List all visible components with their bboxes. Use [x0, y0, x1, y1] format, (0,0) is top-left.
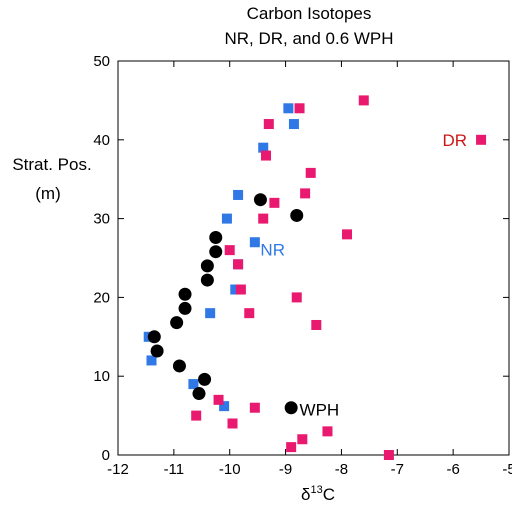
- point-dr: [297, 434, 308, 445]
- point-dr: [244, 308, 255, 319]
- point-dr: [263, 119, 274, 130]
- point-nr: [283, 103, 294, 114]
- x-axis-label: δ13C: [301, 484, 335, 504]
- point-dr: [476, 134, 487, 145]
- x-tick-label: -10: [219, 461, 241, 478]
- x-tick-label: -5: [502, 461, 512, 478]
- point-nr: [233, 189, 244, 200]
- point-dr: [191, 410, 202, 421]
- point-dr: [213, 394, 224, 405]
- point-nr: [258, 142, 269, 153]
- point-dr: [233, 259, 244, 270]
- point-wph: [192, 387, 206, 401]
- axis-ticks: -12 -11 -10 -9 -8 -7 -6 -5 0 10 20 30 40 50: [93, 53, 512, 478]
- x-tick-label: -8: [335, 461, 348, 478]
- point-dr: [322, 426, 333, 437]
- point-nr: [249, 237, 260, 248]
- point-wph: [150, 344, 164, 358]
- point-dr: [311, 319, 322, 330]
- point-nr: [221, 213, 232, 224]
- point-wph: [209, 231, 223, 245]
- y-tick-label: 20: [93, 289, 110, 306]
- point-wph: [284, 401, 298, 415]
- point-nr: [219, 401, 230, 412]
- point-dr: [258, 213, 269, 224]
- x-axis-label-superscript: 13: [310, 484, 322, 496]
- point-wph: [172, 359, 186, 373]
- point-dr: [224, 245, 235, 256]
- y-tick-label: 0: [102, 447, 110, 464]
- x-tick-label: -11: [164, 461, 185, 478]
- y-axis-label-line-2: (m): [35, 184, 60, 203]
- point-wph: [178, 287, 192, 301]
- point-dr: [286, 442, 297, 453]
- point-nr: [288, 119, 299, 130]
- y-tick-label: 10: [93, 368, 110, 385]
- point-dr: [342, 229, 353, 240]
- point-wph: [209, 245, 223, 259]
- point-nr: [230, 284, 241, 295]
- point-wph: [200, 259, 214, 273]
- x-tick-label: -12: [107, 461, 129, 478]
- point-wph: [147, 330, 161, 344]
- point-wph: [178, 301, 192, 315]
- point-nr: [188, 379, 199, 390]
- point-dr: [294, 103, 305, 114]
- annotation-nr: NR: [260, 240, 285, 259]
- x-tick-label: -9: [279, 461, 292, 478]
- point-nr: [146, 355, 157, 366]
- point-wph: [198, 372, 212, 386]
- x-tick-label: -7: [391, 461, 404, 478]
- point-dr: [227, 418, 238, 429]
- data-points: [143, 95, 487, 460]
- point-dr: [249, 402, 260, 413]
- x-axis-label-tail: C: [323, 485, 335, 504]
- chart-title-line-2: NR, DR, and 0.6 WPH: [224, 29, 393, 48]
- point-dr: [269, 197, 280, 208]
- y-axis-label-line-1: Strat. Pos.: [12, 155, 91, 174]
- x-tick-label: -6: [446, 461, 459, 478]
- point-dr: [358, 95, 369, 106]
- point-dr: [300, 188, 311, 199]
- point-dr: [261, 150, 272, 161]
- point-wph: [253, 193, 267, 207]
- point-dr: [235, 284, 246, 295]
- series-annotations: DR NR WPH: [260, 131, 467, 419]
- x-axis-label-base: δ: [301, 485, 310, 504]
- annotation-dr: DR: [443, 131, 468, 150]
- y-tick-label: 50: [93, 53, 110, 70]
- point-wph: [290, 208, 304, 222]
- y-tick-label: 40: [93, 132, 110, 149]
- plot-frame: [117, 60, 510, 456]
- point-wph: [200, 273, 214, 287]
- point-wph: [170, 316, 184, 330]
- y-tick-label: 30: [93, 211, 110, 228]
- chart-title-line-1: Carbon Isotopes: [247, 4, 372, 23]
- point-dr: [383, 450, 394, 460]
- point-dr: [291, 292, 302, 303]
- point-dr: [305, 167, 316, 178]
- annotation-wph: WPH: [300, 400, 340, 419]
- point-nr: [205, 308, 216, 319]
